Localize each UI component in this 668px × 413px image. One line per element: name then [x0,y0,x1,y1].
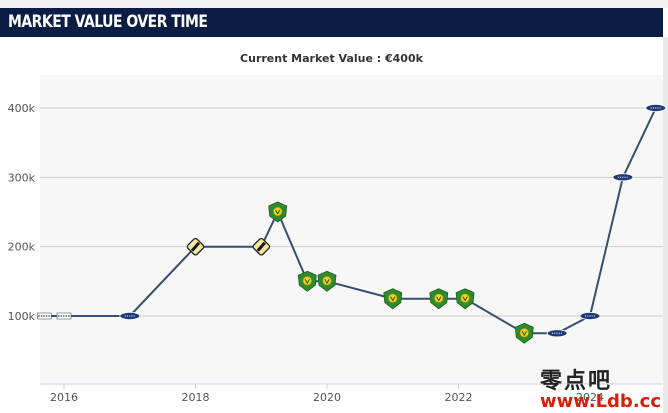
club-crest-detail [388,293,398,303]
club-crest-detail [275,209,281,215]
data-point [317,270,337,292]
club-crest-detail [519,328,529,338]
data-point [186,237,205,256]
x-tick-label: 2020 [313,391,341,404]
club-crest-detail [302,276,312,286]
club-crest-detail [324,279,330,285]
club-crest-detail [521,331,527,337]
x-tick-label: 2024 [576,391,604,404]
grid-layer [40,107,663,317]
y-tick-label: 400k [8,102,36,115]
x-tick-label: 2022 [445,391,473,404]
top-strip [0,0,668,8]
scrollbar[interactable] [663,37,668,413]
club-crest-detail [460,293,470,303]
data-point [546,329,568,338]
section-header: MARKET VALUE OVER TIME [0,8,663,37]
data-point [645,104,667,112]
data-point [579,312,601,320]
x-tick-label: 2018 [182,391,210,404]
data-point [455,288,475,310]
y-tick-label: 300k [8,171,36,184]
data-point [36,312,52,320]
club-crest-detail [390,296,396,302]
club-crest-detail [322,276,332,286]
data-point [429,288,449,310]
axis-layer: 100k 200k 300k 400k 2016 2018 2020 2022 2024 [8,102,663,404]
club-crest-detail [462,296,468,302]
marker-layer [36,104,667,344]
plot-area [40,75,663,384]
data-point [383,288,403,310]
section-title: MARKET VALUE OVER TIME [8,12,208,32]
data-point [612,173,634,182]
data-point [514,322,534,344]
club-crest-detail [273,207,283,216]
series-line [44,107,657,335]
club-crest-detail [190,241,201,252]
club-crest-detail [256,241,266,252]
club-crest-detail [436,296,442,302]
line-layer [44,107,657,335]
data-point [56,312,72,320]
y-tick-label: 100k [8,310,36,323]
club-crest-detail [304,279,310,285]
data-point [268,201,288,223]
chart-title: Current Market Value : €400k [240,52,423,65]
club-crest-detail [434,293,444,303]
y-tick-label: 200k [8,241,36,254]
data-point [252,237,271,256]
data-point [297,270,317,292]
x-tick-label: 2016 [50,391,78,404]
data-point [119,312,141,320]
